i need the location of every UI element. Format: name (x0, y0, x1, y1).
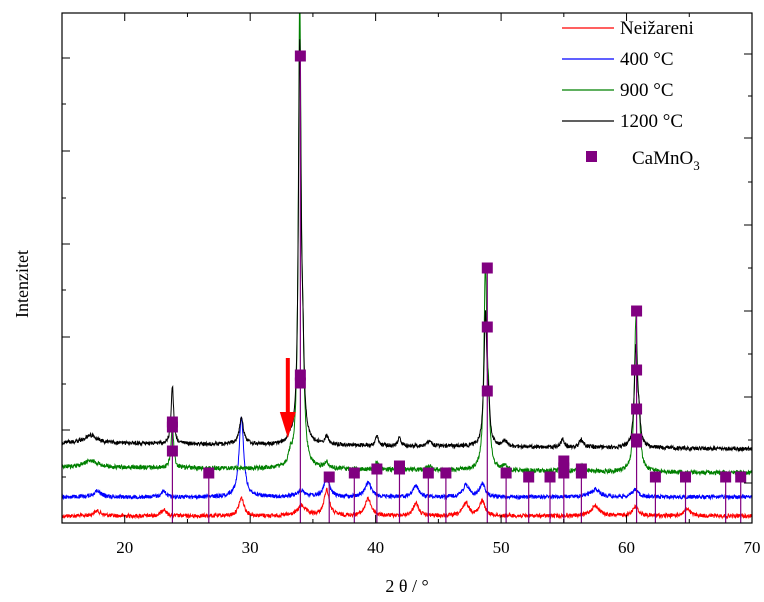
camno3-marker (523, 471, 535, 483)
camno3-marker (631, 436, 643, 448)
camno3-marker (348, 467, 360, 479)
camno3-marker (294, 377, 306, 389)
camno3-marker (680, 471, 692, 483)
x-tick-label: 50 (493, 538, 510, 557)
camno3-marker (544, 471, 556, 483)
camno3-marker (575, 467, 587, 479)
legend-label-1200: 1200 °C (620, 111, 683, 132)
camno3-marker (393, 463, 405, 475)
x-tick-label: 30 (242, 538, 259, 557)
camno3-marker (323, 471, 335, 483)
x-tick-label: 40 (367, 538, 384, 557)
camno3-marker (720, 471, 732, 483)
line-400 (61, 416, 753, 501)
arrow-head (279, 412, 296, 438)
camno3-marker (481, 321, 493, 333)
camno3-marker (631, 305, 643, 317)
camno3-marker (558, 455, 570, 467)
camno3-marker (631, 403, 643, 415)
axes: 20 30 40 50 60 70 (61, 13, 761, 557)
camno3-marker (631, 364, 643, 376)
x-axis-title: 2 θ / ° (385, 576, 428, 596)
camno3-marker (166, 421, 178, 433)
legend-label-400: 400 °C (620, 49, 674, 70)
camno3-marker (735, 471, 747, 483)
camno3-marker (294, 50, 306, 62)
legend-label-900: 900 °C (620, 80, 674, 101)
legend-camno3-subscript: 3 (693, 158, 700, 173)
y-axis-title: Intenzitet (12, 250, 32, 318)
legend-camno3-base: CaMnO (632, 148, 693, 169)
camno3-marker (481, 385, 493, 397)
camno3-marker (500, 467, 512, 479)
annotation-layer (279, 358, 296, 438)
camno3-marker (649, 471, 661, 483)
legend-label-neizareni: Neižareni (620, 18, 694, 39)
camno3-marker (371, 463, 383, 475)
legend-marker-camno3 (586, 151, 597, 162)
legend-label-camno3: CaMnO3 (632, 148, 700, 173)
x-tick-label: 20 (116, 538, 133, 557)
camno3-marker (166, 445, 178, 457)
camno3-marker (558, 467, 570, 479)
camno3-markers (166, 50, 747, 523)
x-tick-label: 70 (744, 538, 761, 557)
camno3-marker (294, 369, 306, 381)
camno3-marker (440, 467, 452, 479)
x-tick-label: 60 (618, 538, 635, 557)
line-1200 (61, 39, 753, 453)
camno3-marker (422, 467, 434, 479)
legend: Neižareni 400 °C 900 °C 1200 °C CaMnO3 (562, 18, 700, 173)
camno3-marker (481, 262, 493, 274)
camno3-marker (203, 467, 215, 479)
